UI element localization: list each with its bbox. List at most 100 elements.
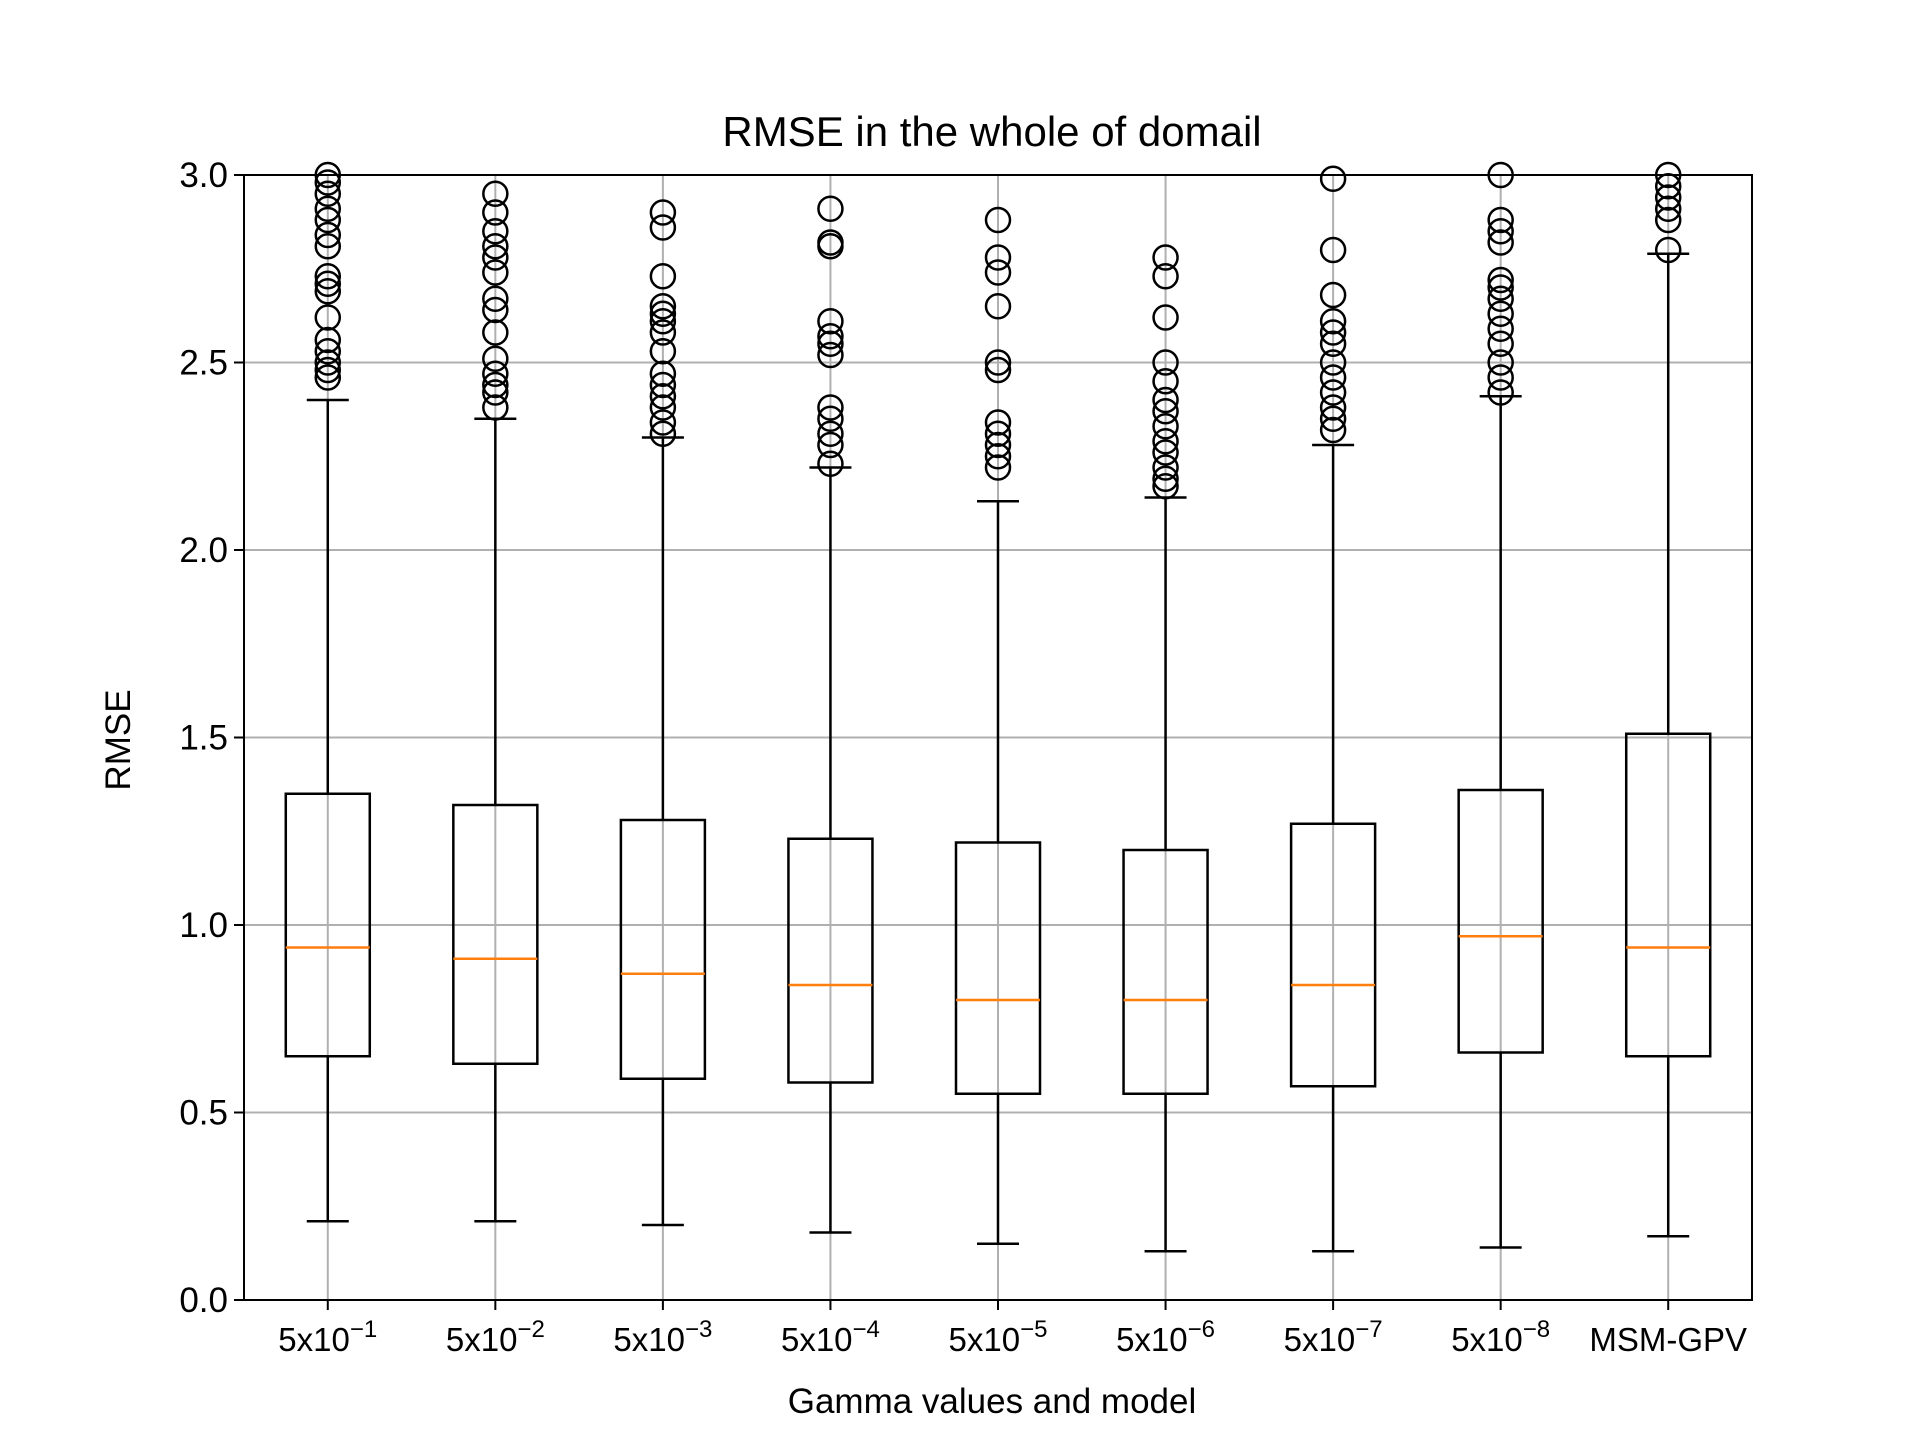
y-tick-label: 0.0 [179,1281,228,1320]
outlier-point [1487,349,1514,376]
x-tick-label-exponent: −2 [517,1316,544,1343]
outlier-point [649,308,677,335]
outlier-point [984,454,1012,481]
box-group [1289,165,1377,1253]
outlier-point [482,345,509,372]
x-tick-label: 5x10−3 [613,1316,712,1358]
outlier-point [1152,413,1179,440]
outlier-point [314,338,342,365]
outlier-point [482,379,509,406]
outlier-point [1152,439,1179,466]
box-iqr [1122,848,1209,1095]
box-group [1624,161,1712,1238]
outlier-point [1487,330,1514,357]
outlier-point [984,409,1012,436]
outlier-point [1487,274,1514,301]
outlier-point [314,180,342,207]
outlier-point [314,326,342,354]
x-tick-label: 5x10−8 [1451,1316,1550,1358]
outlier-point [649,394,677,421]
outlier-point [314,356,342,384]
box-iqr [787,837,874,1084]
outlier-point [482,244,509,271]
outlier-point [817,341,844,369]
box-iqr [1289,822,1377,1088]
outlier-point [1487,364,1514,391]
outlier-point [817,450,844,477]
x-tick-label: 5x10−1 [278,1316,377,1358]
box-iqr [619,818,707,1080]
outlier-point [1152,398,1179,425]
x-axis-label: Gamma values and model [788,1382,1197,1421]
box-group [954,206,1042,1245]
outlier-point [984,431,1012,459]
outlier-point [482,199,509,226]
outlier-point [314,349,342,376]
outlier-point [649,383,677,410]
outlier-point [1319,236,1347,264]
box-series [284,161,1712,1253]
outlier-point [1319,394,1347,421]
x-tick-label-exponent: −5 [1020,1316,1047,1343]
outlier-point [314,278,342,305]
outlier-point [314,364,342,391]
outlier-point [1319,416,1347,444]
outlier-point [482,319,509,346]
outlier-point [482,371,509,399]
outlier-point [817,323,844,350]
y-axis-label: RMSE [99,689,138,790]
x-tick-label: 5x10−5 [949,1316,1048,1358]
x-axis: 5x10−1 5x10−2 5x10−3 5x10−4 5x10−5 5x10−6 5x10… [278,1300,1747,1358]
y-tick-label: 1.0 [179,906,228,945]
outlier-point [984,206,1012,234]
outlier-point [1654,195,1682,222]
x-tick-label-base: 5x10 [1451,1321,1523,1358]
outlier-point [1152,244,1179,271]
outlier-point [1654,206,1682,234]
outlier-point [817,394,844,421]
outlier-point [649,199,677,226]
outlier-point [1152,454,1179,481]
outlier-point [482,180,509,207]
outlier-point [482,233,509,260]
x-tick-label-base: 5x10 [278,1321,350,1358]
outlier-point [817,195,844,222]
outlier-point [649,293,677,320]
x-tick-label-base: 5x10 [613,1321,685,1358]
x-tick-label: 5x10−7 [1284,1316,1383,1358]
outlier-point [1487,300,1514,327]
outlier-point [1152,349,1179,376]
x-tick-label: MSM-GPV [1589,1321,1747,1358]
x-tick-label: 5x10−6 [1116,1316,1215,1358]
outlier-point [1152,428,1179,455]
box-iqr [284,792,372,1058]
outlier-point [1654,184,1682,211]
outlier-point [649,371,677,399]
x-tick-label-base: 5x10 [1116,1321,1188,1358]
outlier-point [1319,281,1347,309]
outlier-point [1319,319,1347,346]
outlier-point [649,319,677,346]
outlier-point [314,270,342,297]
outlier-point [1487,285,1514,312]
outlier-point [817,420,844,447]
outlier-point [1654,236,1682,264]
x-tick-label-base: 5x10 [446,1321,518,1358]
outlier-point [314,169,342,196]
outlier-point [482,218,509,245]
outlier-point [817,229,844,256]
box-iqr [452,803,539,1065]
outlier-point [984,244,1012,271]
x-tick-label-exponent: −1 [350,1316,377,1343]
outlier-point [482,285,509,312]
box-group [452,180,539,1223]
box-group [787,195,874,1234]
outlier-point [314,263,342,290]
outlier-point [817,431,844,459]
x-tick-label-exponent: −7 [1355,1316,1382,1343]
outlier-point [1319,364,1347,391]
outlier-point [649,420,677,447]
outlier-point [649,214,677,241]
chart-title: RMSE in the whole of domail [722,108,1261,155]
